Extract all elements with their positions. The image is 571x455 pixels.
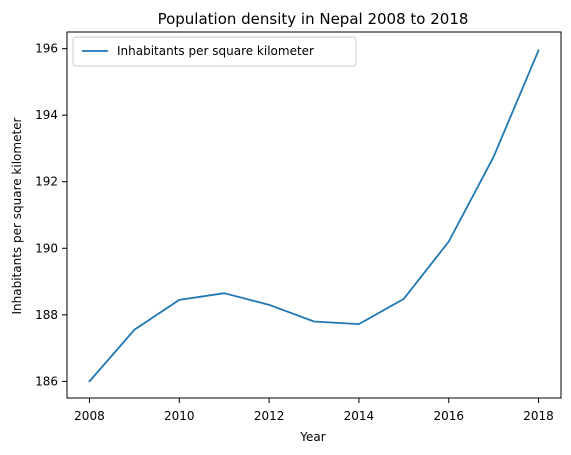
x-tick-label: 2008 (74, 409, 105, 423)
x-tick-label: 2010 (164, 409, 195, 423)
y-tick-label: 186 (35, 374, 58, 388)
y-axis-label: Inhabitants per square kilometer (10, 117, 24, 314)
series-line (88, 49, 540, 383)
x-axis-ticks: 2008 2010 2012 2014 2016 2018 (74, 398, 554, 423)
y-axis-ticks: 186 188 190 192 194 196 (35, 42, 67, 388)
y-tick-label: 192 (35, 175, 58, 189)
legend-box (72, 36, 357, 67)
x-tick-label: 2018 (523, 409, 554, 423)
legend-series-label: Inhabitants per square kilometer (117, 44, 314, 58)
x-tick-label: 2016 (433, 409, 464, 423)
x-axis-label: Year (299, 430, 325, 444)
legend: Inhabitants per square kilometer (72, 36, 357, 67)
y-tick-label: 188 (35, 308, 58, 322)
y-tick-label: 190 (35, 241, 58, 255)
chart-title: Population density in Nepal 2008 to 2018 (158, 10, 469, 28)
plot-frame (66, 31, 562, 399)
x-tick-label: 2012 (254, 409, 285, 423)
y-tick-label: 196 (35, 42, 58, 56)
y-tick-label: 194 (35, 108, 58, 122)
x-tick-label: 2014 (344, 409, 375, 423)
series-layer (88, 49, 540, 383)
